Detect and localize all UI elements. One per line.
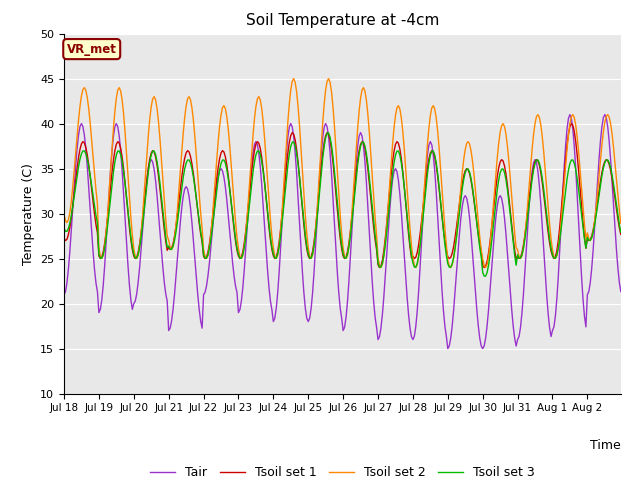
Tsoil set 1 [568,121,575,127]
Line: Tair: Tair [64,115,621,348]
Tsoil set 3 [458,185,466,191]
Tsoil set 2 [60,212,68,217]
Tsoil set 3 [348,220,356,226]
Tsoil set 1 [60,236,68,241]
Tair [617,288,625,294]
Tsoil set 3 [60,226,68,231]
Tsoil set 1 [541,204,549,210]
Tair [346,254,354,260]
Line: Tsoil set 2: Tsoil set 2 [64,79,621,267]
Tsoil set 2 [97,253,104,259]
Text: VR_met: VR_met [67,43,116,56]
Tsoil set 3 [616,222,623,228]
Tsoil set 1 [79,139,87,144]
Tair [97,307,104,312]
Tair [60,292,68,298]
Tsoil set 1 [480,264,488,270]
Text: Time: Time [590,439,621,452]
Tair [541,270,549,276]
Tsoil set 2 [616,207,623,213]
Tair [444,346,452,351]
Tair [79,124,87,130]
Title: Soil Temperature at -4cm: Soil Temperature at -4cm [246,13,439,28]
Line: Tsoil set 3: Tsoil set 3 [64,133,621,276]
Tsoil set 2 [447,264,454,270]
Tsoil set 2 [617,220,625,226]
Tsoil set 2 [460,156,468,162]
Tsoil set 3 [617,229,625,235]
Tsoil set 2 [543,185,550,191]
Tsoil set 3 [324,130,332,136]
Tair [458,203,466,209]
Tsoil set 1 [346,228,354,234]
Tsoil set 3 [97,255,104,261]
Tsoil set 1 [616,225,623,230]
Tsoil set 2 [348,211,356,217]
Tsoil set 1 [97,256,104,262]
Tair [566,112,573,118]
Tsoil set 2 [290,76,298,82]
Tsoil set 3 [543,212,550,218]
Tsoil set 2 [79,86,87,92]
Tsoil set 3 [482,273,490,279]
Legend: Tair, Tsoil set 1, Tsoil set 2, Tsoil set 3: Tair, Tsoil set 1, Tsoil set 2, Tsoil se… [145,461,540,480]
Tsoil set 1 [457,190,465,195]
Tair [616,280,623,286]
Tsoil set 1 [617,231,625,237]
Y-axis label: Temperature (C): Temperature (C) [22,163,35,264]
Tsoil set 3 [79,148,87,154]
Line: Tsoil set 1: Tsoil set 1 [64,124,621,267]
